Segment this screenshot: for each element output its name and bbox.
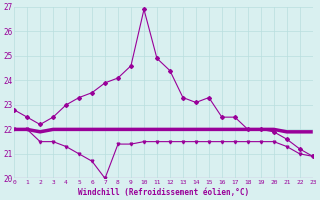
- X-axis label: Windchill (Refroidissement éolien,°C): Windchill (Refroidissement éolien,°C): [78, 188, 249, 197]
